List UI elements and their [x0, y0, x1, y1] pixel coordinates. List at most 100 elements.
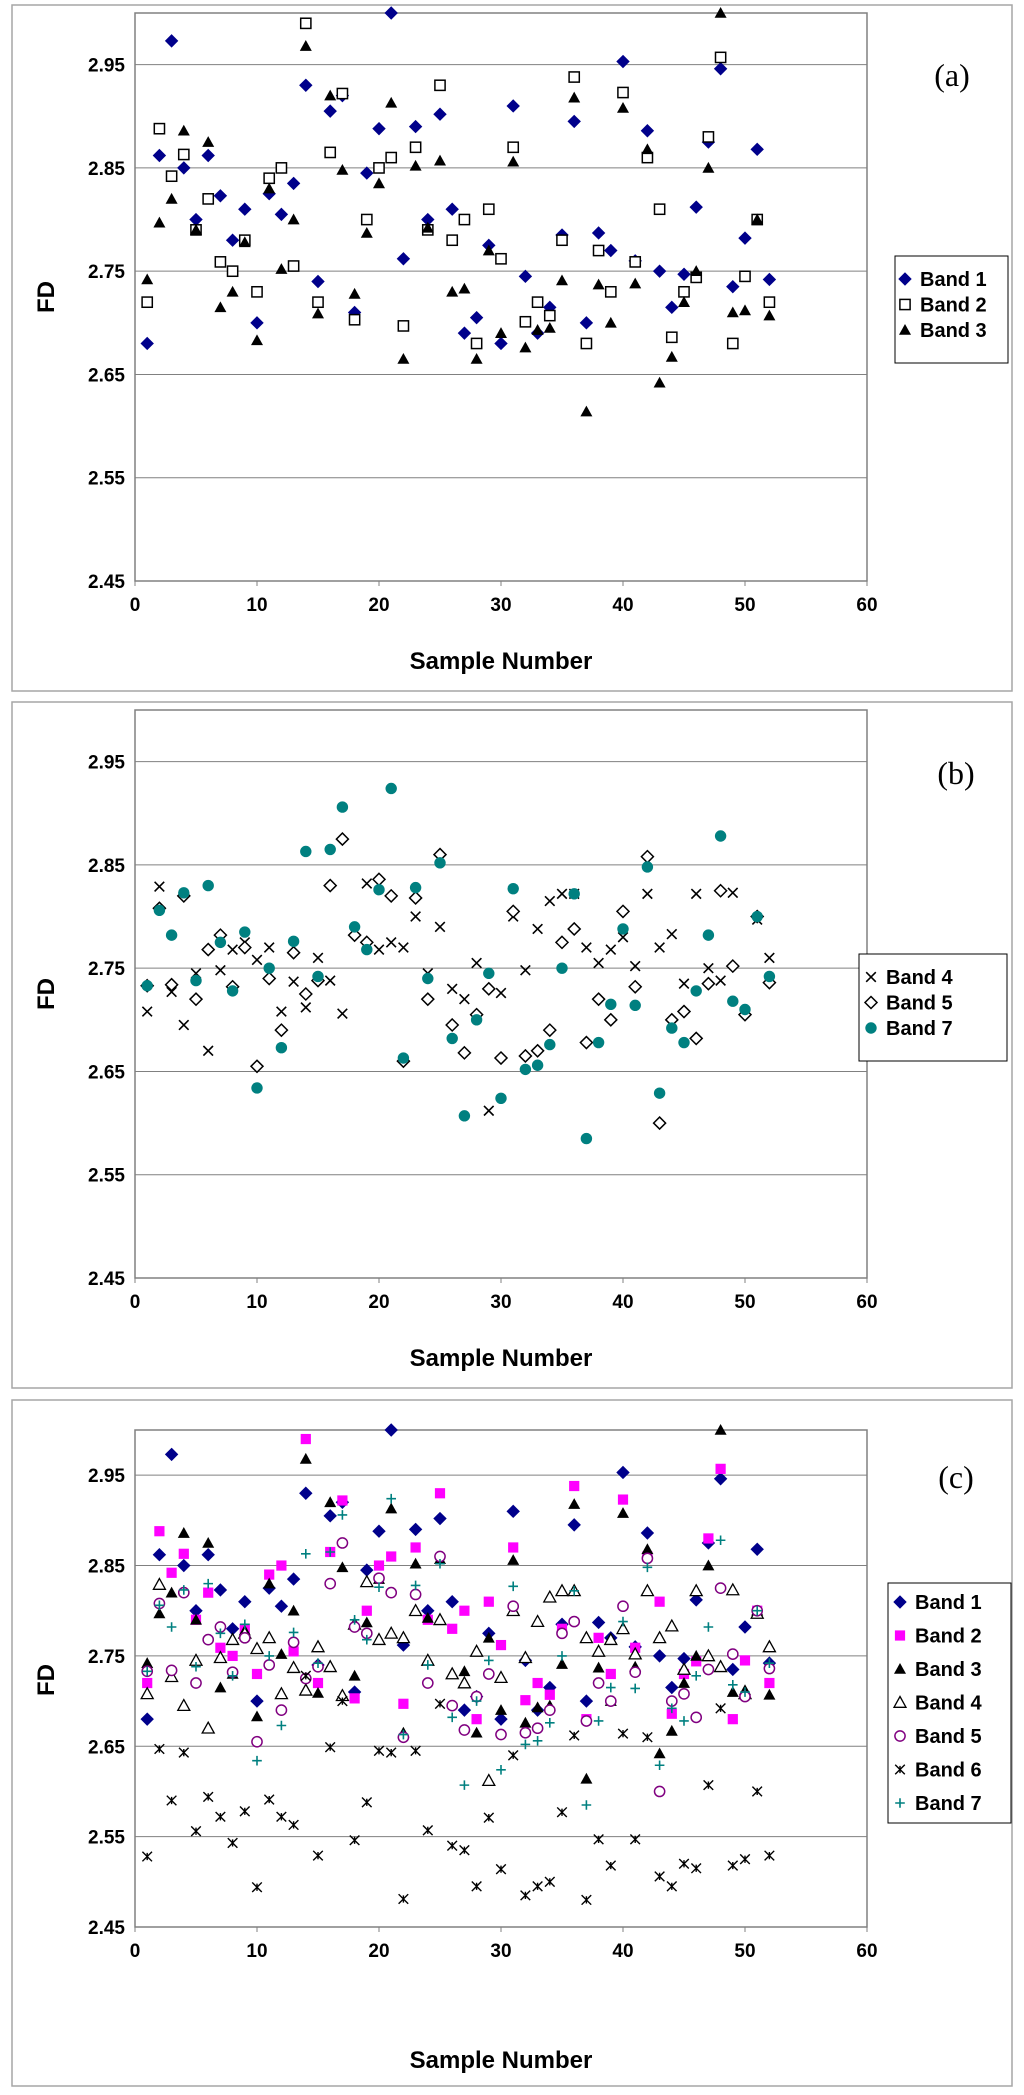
data-point	[495, 1092, 507, 1105]
data-point	[154, 1743, 165, 1755]
data-point	[349, 1834, 360, 1846]
data-point	[617, 931, 629, 943]
legend-label: Band 5	[915, 1726, 982, 1748]
data-point	[239, 1806, 251, 1817]
data-point	[508, 1581, 518, 1592]
data-point	[177, 1527, 190, 1538]
data-point	[275, 162, 288, 174]
data-point	[640, 124, 655, 138]
data-point	[154, 1600, 165, 1611]
data-point	[593, 1632, 604, 1643]
legend-marker	[892, 1695, 908, 1708]
data-point	[152, 1547, 167, 1562]
legend-marker	[865, 971, 877, 983]
data-point	[471, 1696, 482, 1706]
data-point	[581, 942, 592, 953]
data-points	[140, 1423, 777, 1906]
data-point	[581, 1800, 592, 1810]
data-point	[373, 1745, 385, 1757]
data-point	[251, 1668, 263, 1680]
data-point	[715, 1463, 726, 1474]
data-point	[494, 1712, 508, 1726]
data-point	[397, 320, 410, 332]
data-point	[665, 1680, 679, 1695]
data-point	[215, 1628, 226, 1639]
data-point	[373, 883, 385, 896]
data-point	[286, 945, 301, 960]
data-point	[190, 223, 202, 235]
y-tick-label: 2.65	[88, 1062, 125, 1083]
data-point	[556, 274, 568, 286]
data-point	[263, 942, 275, 953]
data-point	[579, 1630, 594, 1644]
data-point	[654, 942, 665, 953]
data-point	[606, 1682, 616, 1693]
data-point	[568, 1615, 581, 1628]
panel-a: 2.45 2.55 2.65 2.75 2.85 2.95 0 10 20 30 40 50 60 F…	[11, 4, 1013, 692]
data-point	[713, 1659, 728, 1673]
data-point	[580, 1772, 593, 1784]
data-point	[420, 992, 435, 1007]
data-point	[251, 285, 263, 298]
data-point	[202, 879, 214, 892]
x-tick-label: 30	[490, 595, 511, 616]
data-point	[446, 1032, 458, 1045]
data-point	[690, 985, 702, 997]
data-point	[483, 967, 495, 980]
data-point	[458, 1724, 471, 1736]
data-point	[605, 1668, 616, 1680]
data-point	[554, 1583, 570, 1597]
data-point	[653, 1747, 666, 1759]
data-point	[264, 1651, 274, 1661]
data-point	[629, 960, 641, 972]
data-point	[739, 1003, 751, 1016]
y-tick-label: 2.45	[88, 572, 125, 593]
legend-label: Band 3	[920, 320, 987, 342]
data-point	[398, 1729, 409, 1740]
data-point	[471, 1714, 482, 1725]
data-point	[615, 904, 631, 919]
data-point	[593, 1716, 604, 1726]
data-point	[250, 316, 264, 330]
y-tick-labels: 2.45 2.55 2.65 2.75 2.85 2.95	[88, 56, 125, 593]
data-point	[493, 1050, 509, 1066]
data-point	[312, 1850, 324, 1861]
x-tick-label: 30	[490, 1292, 511, 1313]
data-point	[568, 91, 581, 103]
data-point	[323, 1659, 338, 1673]
data-point	[458, 282, 471, 294]
data-point	[653, 376, 666, 388]
data-point	[580, 337, 593, 350]
legend-box	[858, 953, 1008, 1062]
data-point	[520, 1890, 531, 1901]
data-point	[701, 976, 716, 991]
data-point	[483, 1105, 495, 1117]
data-point	[604, 1695, 617, 1707]
data-point	[603, 1632, 618, 1646]
data-point	[251, 954, 263, 966]
data-point	[739, 304, 751, 316]
data-point	[508, 1542, 519, 1553]
data-point	[519, 315, 532, 328]
data-point	[507, 882, 519, 895]
data-point	[178, 887, 190, 899]
data-point	[715, 975, 726, 986]
data-point	[506, 99, 520, 113]
data-point	[593, 1834, 604, 1845]
data-point	[495, 327, 507, 338]
data-point	[360, 226, 373, 238]
data-point	[459, 1844, 470, 1856]
data-point	[530, 1614, 545, 1628]
data-point	[225, 1632, 240, 1646]
data-point	[654, 1760, 665, 1771]
data-point	[592, 1661, 605, 1673]
data-point	[262, 971, 277, 986]
data-point	[434, 1488, 446, 1499]
panel-label: (c)	[938, 1459, 974, 1495]
data-point	[421, 1611, 434, 1623]
data-point	[384, 1423, 398, 1437]
data-point	[421, 221, 434, 233]
legend-item-band-1: Band 1	[893, 1592, 982, 1614]
data-point	[190, 1677, 202, 1689]
data-point	[543, 309, 556, 322]
